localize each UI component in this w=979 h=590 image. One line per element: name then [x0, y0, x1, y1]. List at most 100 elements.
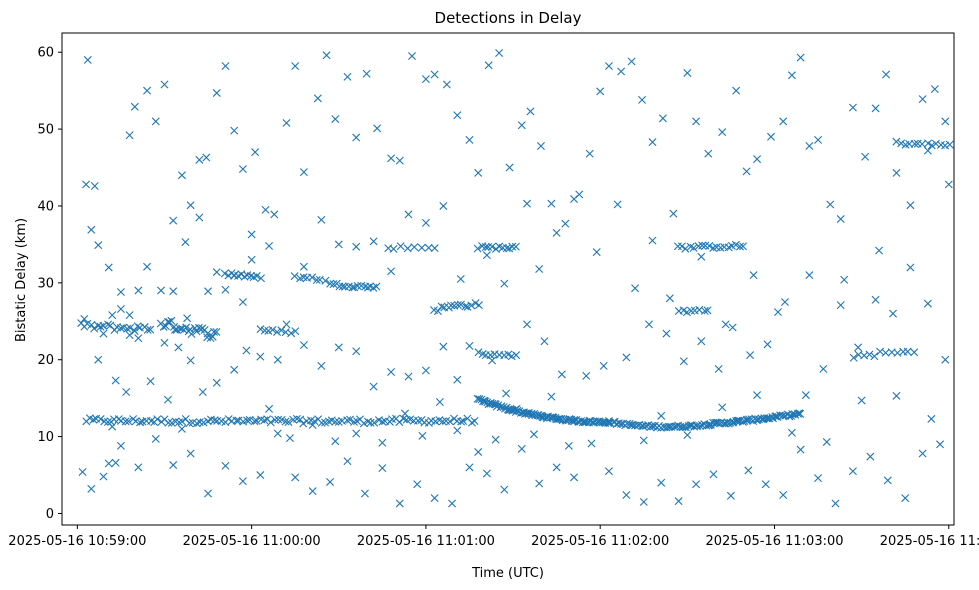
detection-marker [273, 327, 282, 336]
detection-marker [130, 102, 139, 111]
detection-marker [552, 463, 561, 472]
detection-marker [779, 491, 788, 500]
detection-marker [252, 416, 261, 425]
detection-marker [474, 348, 483, 357]
chart-title: Detections in Delay [435, 9, 582, 27]
detection-marker [944, 180, 953, 189]
detection-marker [230, 365, 239, 374]
y-tick-label: 40 [37, 199, 54, 214]
detection-marker [613, 200, 622, 209]
detection-marker [657, 411, 666, 420]
detection-marker [470, 417, 479, 426]
detection-marker [99, 321, 108, 330]
detection-marker [221, 461, 230, 470]
detection-marker [495, 48, 504, 57]
detection-marker [695, 422, 704, 431]
detection-marker [417, 243, 426, 252]
detection-marker [547, 199, 556, 208]
detection-marker [437, 302, 446, 311]
detection-marker [169, 461, 178, 470]
detection-marker [277, 326, 286, 335]
detection-marker [897, 139, 906, 148]
detection-marker [220, 269, 229, 278]
detection-marker [658, 114, 667, 123]
detection-marker [787, 428, 796, 437]
detection-marker [99, 472, 108, 481]
detection-marker [474, 301, 483, 310]
detection-marker [186, 356, 195, 365]
detection-marker [736, 242, 744, 251]
detection-marker [174, 343, 183, 352]
detection-marker [274, 415, 283, 424]
detection-marker [587, 439, 596, 448]
detection-marker [80, 314, 89, 323]
detection-marker [854, 343, 863, 352]
detection-marker [438, 417, 447, 426]
detection-marker [732, 86, 741, 95]
detection-marker [881, 348, 890, 357]
detection-marker [945, 140, 954, 149]
detection-marker [292, 414, 301, 423]
detection-marker [746, 351, 755, 360]
detection-marker [918, 449, 927, 458]
detection-marker [488, 356, 497, 365]
detection-marker [871, 104, 880, 113]
detection-marker [481, 397, 490, 406]
detection-marker [570, 195, 579, 204]
detection-marker [187, 330, 196, 339]
detection-marker [697, 252, 706, 261]
detection-marker [657, 478, 666, 487]
detection-marker [535, 479, 544, 488]
detection-marker [183, 314, 192, 323]
detection-marker [771, 412, 780, 421]
detection-marker [484, 61, 493, 70]
detection-marker [927, 414, 936, 423]
detection-marker [230, 126, 239, 135]
detection-marker [247, 230, 256, 239]
detection-marker [238, 477, 247, 486]
detection-marker [548, 413, 557, 422]
detection-marker [923, 299, 932, 308]
detection-marker [901, 494, 910, 503]
detection-marker [285, 434, 294, 443]
y-tick-label: 60 [37, 46, 54, 61]
detection-marker [457, 417, 466, 426]
detection-marker [687, 306, 696, 315]
detection-marker [513, 406, 522, 415]
y-tick-label: 30 [37, 276, 54, 291]
detection-marker [678, 423, 687, 432]
detection-marker [175, 418, 184, 427]
detection-marker [186, 201, 195, 210]
detection-marker [151, 117, 160, 126]
detection-marker [473, 244, 482, 253]
detection-marker [404, 210, 413, 219]
detection-marker [731, 240, 740, 249]
detection-marker [195, 213, 204, 222]
detection-marker [753, 155, 762, 164]
detection-marker [421, 218, 430, 227]
detection-marker [805, 271, 814, 280]
detection-marker [247, 271, 255, 280]
detection-marker [761, 480, 770, 489]
detection-marker [268, 325, 277, 334]
detection-marker [918, 95, 927, 104]
detection-marker [683, 68, 692, 77]
detection-marker [638, 95, 647, 104]
y-tick-label: 20 [37, 353, 54, 368]
detection-marker [875, 246, 884, 255]
detection-marker [796, 445, 805, 454]
detection-marker [679, 357, 688, 366]
detection-marker [931, 139, 940, 148]
detection-marker [157, 286, 165, 295]
detection-marker [256, 471, 265, 480]
detection-marker [261, 205, 270, 214]
detection-marker [430, 244, 439, 253]
detection-marker [352, 347, 361, 356]
detection-marker [622, 491, 631, 500]
detection-marker [291, 62, 300, 71]
detection-marker [511, 405, 520, 414]
detection-marker [523, 199, 531, 208]
detection-marker [321, 276, 330, 285]
y-axis-title: Bistatic Delay (km) [14, 218, 29, 342]
detection-marker [467, 301, 476, 310]
